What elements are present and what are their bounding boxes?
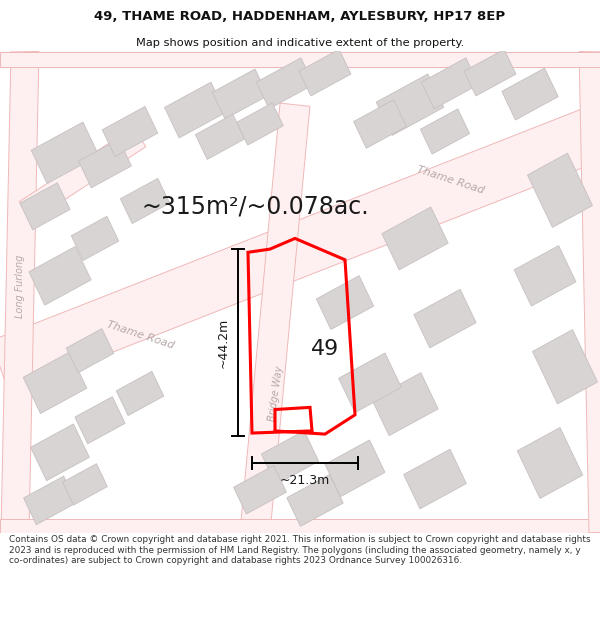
Polygon shape xyxy=(287,474,343,526)
Polygon shape xyxy=(23,352,87,414)
Polygon shape xyxy=(464,49,516,96)
Polygon shape xyxy=(372,372,438,436)
Polygon shape xyxy=(299,49,351,96)
Polygon shape xyxy=(29,246,91,305)
Polygon shape xyxy=(19,127,146,222)
Polygon shape xyxy=(414,289,476,348)
Polygon shape xyxy=(20,182,70,230)
Text: 49: 49 xyxy=(311,339,339,359)
Text: Thame Road: Thame Road xyxy=(415,164,485,195)
Polygon shape xyxy=(75,397,125,444)
Polygon shape xyxy=(212,69,268,119)
Polygon shape xyxy=(262,431,319,484)
Polygon shape xyxy=(404,449,466,509)
Polygon shape xyxy=(79,139,131,188)
Polygon shape xyxy=(164,82,226,138)
Polygon shape xyxy=(66,329,114,372)
Polygon shape xyxy=(0,519,600,536)
Polygon shape xyxy=(240,103,310,534)
Polygon shape xyxy=(233,466,286,514)
Polygon shape xyxy=(502,68,558,120)
Polygon shape xyxy=(237,103,283,145)
Polygon shape xyxy=(1,51,39,533)
Polygon shape xyxy=(62,464,107,505)
Polygon shape xyxy=(31,424,89,481)
Polygon shape xyxy=(0,106,600,393)
Polygon shape xyxy=(579,51,600,532)
Polygon shape xyxy=(316,276,374,329)
Polygon shape xyxy=(71,216,119,261)
Polygon shape xyxy=(31,122,99,184)
Polygon shape xyxy=(338,353,401,412)
Polygon shape xyxy=(421,109,470,154)
Polygon shape xyxy=(382,207,448,270)
Polygon shape xyxy=(532,329,598,404)
Polygon shape xyxy=(421,58,479,109)
Polygon shape xyxy=(0,52,600,68)
Text: Map shows position and indicative extent of the property.: Map shows position and indicative extent… xyxy=(136,39,464,48)
Text: Long Furlong: Long Furlong xyxy=(15,255,25,318)
Text: ~315m²/~0.078ac.: ~315m²/~0.078ac. xyxy=(141,194,369,218)
Polygon shape xyxy=(23,476,76,524)
Polygon shape xyxy=(353,100,406,148)
Polygon shape xyxy=(116,371,164,416)
Polygon shape xyxy=(256,58,314,109)
Text: ~44.2m: ~44.2m xyxy=(217,318,229,368)
Text: Thame Road: Thame Road xyxy=(105,319,175,350)
Text: Bridge Way: Bridge Way xyxy=(267,365,285,422)
Polygon shape xyxy=(514,246,576,306)
Text: ~21.3m: ~21.3m xyxy=(280,474,330,487)
Polygon shape xyxy=(376,74,444,136)
Polygon shape xyxy=(517,428,583,499)
Text: 49, THAME ROAD, HADDENHAM, AYLESBURY, HP17 8EP: 49, THAME ROAD, HADDENHAM, AYLESBURY, HP… xyxy=(94,10,506,23)
Polygon shape xyxy=(527,153,593,228)
Polygon shape xyxy=(121,178,170,224)
Polygon shape xyxy=(196,114,245,159)
Polygon shape xyxy=(102,106,158,156)
Text: Contains OS data © Crown copyright and database right 2021. This information is : Contains OS data © Crown copyright and d… xyxy=(9,535,590,565)
Polygon shape xyxy=(325,440,385,497)
